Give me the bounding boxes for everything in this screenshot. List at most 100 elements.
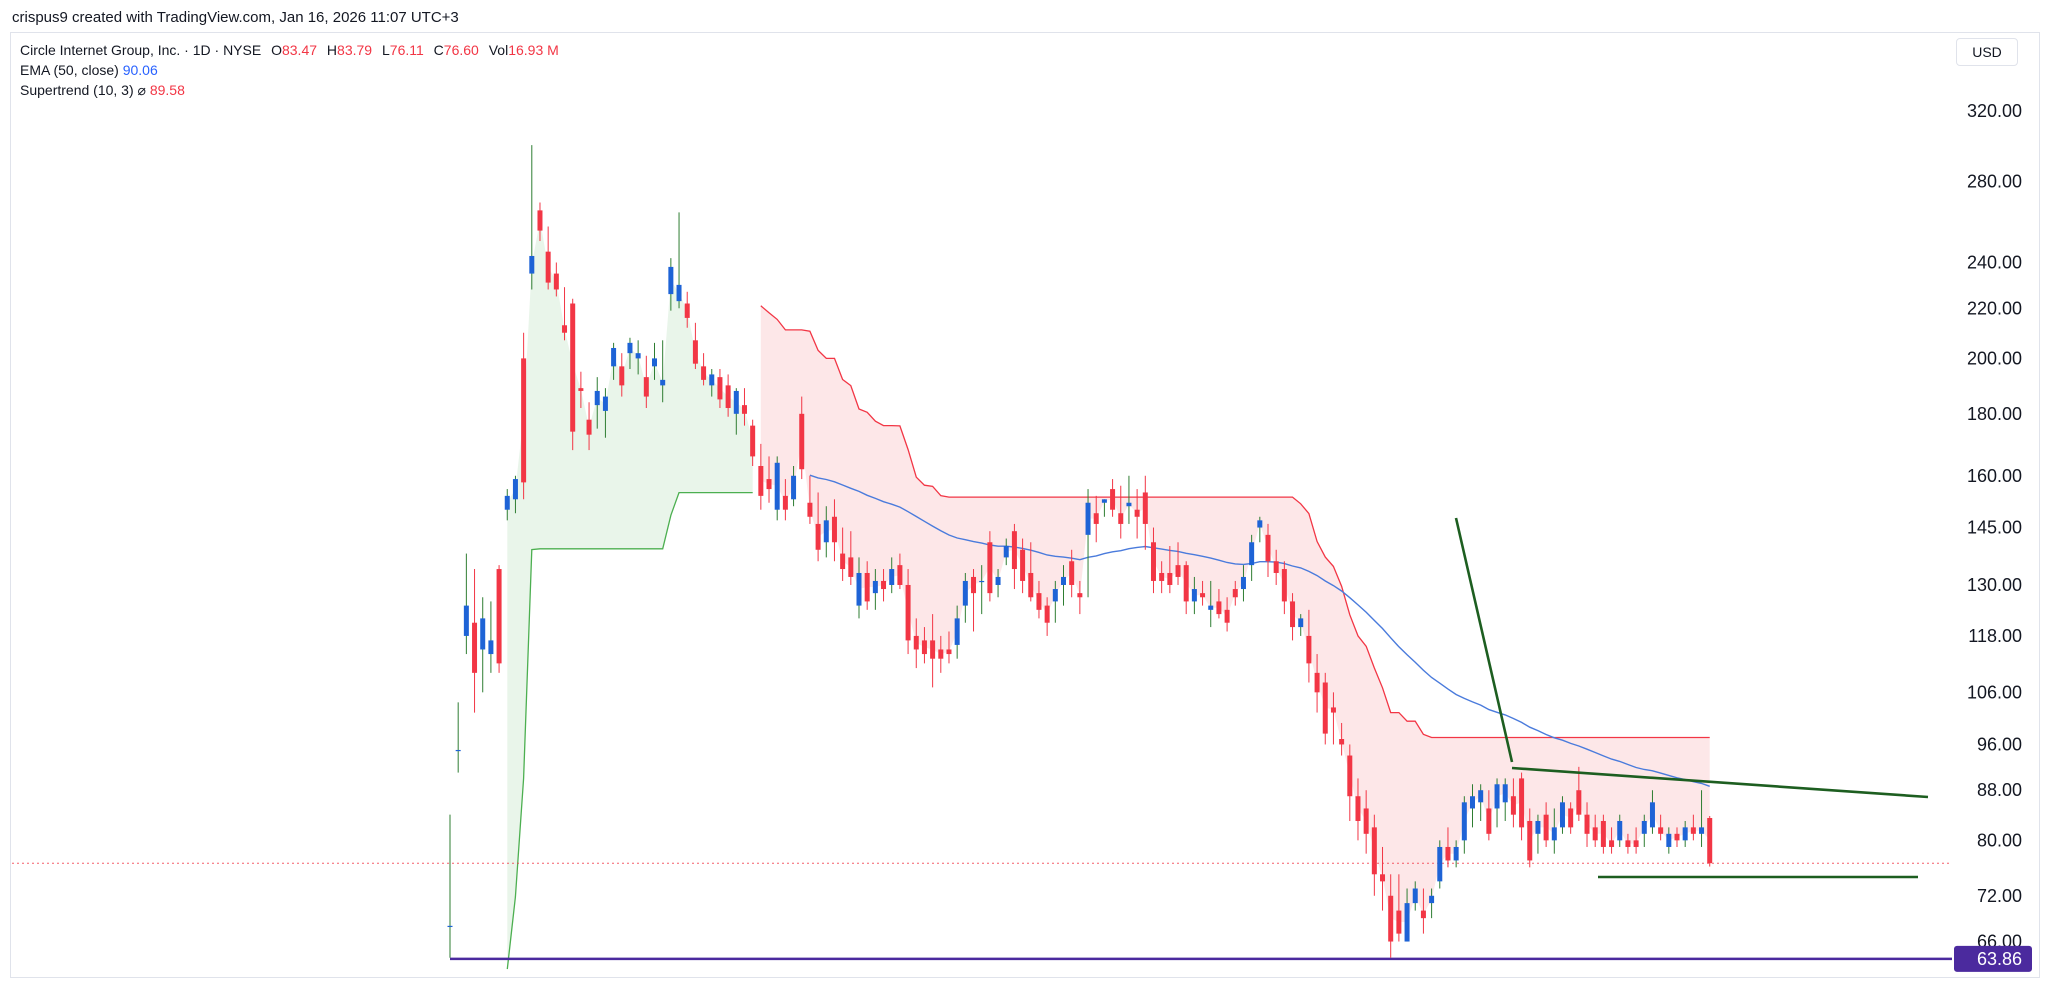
candle-body [872, 580, 878, 594]
candle [1314, 654, 1320, 713]
candle-body [807, 502, 813, 517]
candle-body [1519, 778, 1525, 828]
y-tick-label: 180.00 [1967, 404, 2022, 424]
candle-body [856, 572, 862, 606]
candle-body [692, 340, 698, 364]
candle-body [488, 640, 494, 655]
supertrend-icon: ⌀ [137, 82, 146, 98]
candle-body [1502, 784, 1508, 803]
candle-body [1388, 895, 1394, 942]
candle-body [537, 210, 543, 231]
ohlc-volume-value: 16.93 M [508, 42, 559, 58]
ema-label: EMA (50, close) [20, 62, 119, 78]
ema-value: 90.06 [122, 62, 158, 78]
candle-body [1306, 635, 1312, 664]
y-tick-label: 80.00 [1977, 830, 2022, 850]
candle [1600, 814, 1606, 854]
candle [1551, 808, 1557, 854]
candle-body [1559, 802, 1565, 828]
candle [472, 569, 478, 713]
candle-body [1036, 593, 1042, 610]
candle-body [1699, 827, 1705, 834]
candle [1281, 561, 1287, 615]
candle-body [1641, 820, 1647, 834]
supertrend-label: Supertrend (10, 3) [20, 82, 134, 98]
candle [1028, 542, 1034, 602]
ohlc-high-value: 83.79 [337, 42, 373, 58]
candle-body [987, 542, 993, 594]
candle [1306, 609, 1312, 683]
candle [594, 377, 600, 429]
trendlines [1454, 517, 1929, 879]
legend-supertrend-row[interactable]: Supertrend (10, 3) ⌀ 89.58 [20, 80, 559, 100]
last-price-line [12, 862, 1952, 961]
candle-body [1429, 895, 1435, 904]
candle [774, 456, 780, 521]
legend: Circle Internet Group, Inc. · 1D · NYSE … [20, 40, 559, 100]
candle [897, 553, 903, 590]
candle-body [864, 572, 870, 602]
candle [562, 287, 568, 341]
candle-body [545, 251, 551, 283]
candle [1519, 772, 1525, 841]
legend-symbol[interactable]: Circle Internet Group, Inc. · 1D · NYSE [20, 42, 262, 58]
candle-body [733, 390, 739, 414]
candle-body [1494, 784, 1500, 809]
candle-body [1175, 565, 1181, 577]
candle-body [905, 584, 911, 641]
candle [1339, 722, 1345, 756]
candle [1224, 597, 1230, 632]
y-tick-label: 160.00 [1967, 466, 2022, 486]
candle-body [938, 649, 944, 659]
candle-body [1077, 593, 1083, 598]
candle-body [586, 419, 592, 435]
candle-body [995, 576, 1001, 585]
candle-body [1020, 549, 1026, 581]
candle-body [668, 266, 674, 295]
candle-body [774, 462, 780, 510]
candle-body [496, 569, 502, 664]
candle-body [1265, 534, 1271, 562]
candle-body [1298, 618, 1304, 628]
candle [611, 342, 617, 380]
candle-body [570, 303, 576, 432]
candle [946, 631, 952, 664]
ohlc-low-value: 76.11 [389, 42, 424, 58]
candle-body [521, 358, 527, 483]
candle [488, 601, 494, 673]
candle [1110, 479, 1116, 517]
candle [1674, 827, 1680, 847]
candle-body [1543, 814, 1549, 841]
candle [791, 465, 797, 507]
candle-body [684, 303, 690, 318]
candle-body [1200, 593, 1206, 598]
candle-body [1625, 840, 1631, 847]
candle-body [1232, 589, 1238, 598]
candle-body [472, 622, 478, 673]
candle-body [643, 377, 649, 397]
candle-body [529, 255, 535, 274]
candle-body [1028, 572, 1034, 598]
currency-button[interactable]: USD [1956, 38, 2018, 66]
candle [930, 614, 936, 688]
candle [1380, 846, 1386, 911]
candle [1609, 827, 1615, 854]
y-tick-label: 240.00 [1967, 253, 2022, 273]
candle [1633, 827, 1639, 854]
candle [1486, 790, 1492, 841]
price-axis: 320.00 280.00 240.00 220.00 200.00 180.00 160.… [1954, 101, 2032, 972]
candle [570, 298, 576, 451]
candle [1191, 576, 1197, 615]
candle-body [1592, 827, 1598, 841]
candle [586, 402, 592, 451]
candle-body [1658, 827, 1664, 834]
y-tick-label: 145.00 [1967, 518, 2022, 538]
candle-body [619, 366, 625, 386]
candle-body [815, 523, 821, 550]
candle-body [979, 580, 985, 583]
legend-ema-row[interactable]: EMA (50, close) 90.06 [20, 60, 559, 80]
y-tick-label: 280.00 [1967, 171, 2022, 191]
candle [848, 531, 854, 585]
candle-body [971, 576, 977, 594]
